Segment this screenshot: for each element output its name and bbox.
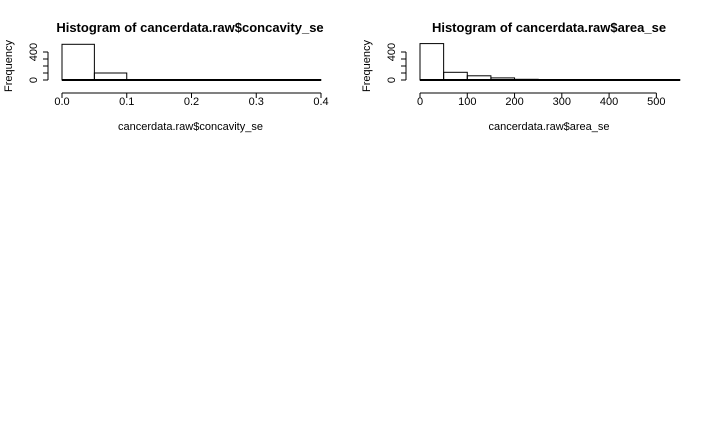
chart2-x-tick-label-4: 300	[553, 96, 571, 108]
chart1-x-tick-label-2: 0.1	[119, 96, 134, 108]
chart2-x-tick-label-1: 0	[417, 96, 423, 108]
chart1-y-tick-label-2: 400	[28, 43, 40, 61]
chart1-x-tick-label-3: 0.2	[184, 96, 199, 108]
chart2-x-tick-label-5: 400	[600, 96, 618, 108]
chart1-x-axis-label: cancerdata.raw$concavity_se	[118, 121, 263, 133]
chart2-x-tick-label-2: 100	[458, 96, 476, 108]
chart2-y-axis-label: Frequency	[361, 40, 373, 92]
chart2-y-tick-label-1: 0	[386, 77, 398, 83]
chart2-x-tick-label-3: 200	[505, 96, 523, 108]
chart2-title: Histogram of cancerdata.raw$area_se	[432, 20, 666, 35]
chart1-x-tick-label-1: 0.0	[54, 96, 69, 108]
chart1-y-tick-label-1: 0	[28, 77, 40, 83]
chart2-x-axis-label: cancerdata.raw$area_se	[488, 121, 609, 133]
chart1-x-tick-label-5: 0.4	[313, 96, 328, 108]
chart2-x-tick-label-6: 500	[647, 96, 665, 108]
chart2-y-tick-label-2: 400	[386, 43, 398, 61]
chart1-title: Histogram of cancerdata.raw$concavity_se	[56, 20, 323, 35]
chart1-y-axis-label: Frequency	[3, 40, 15, 92]
chart1-x-tick-label-4: 0.3	[249, 96, 264, 108]
